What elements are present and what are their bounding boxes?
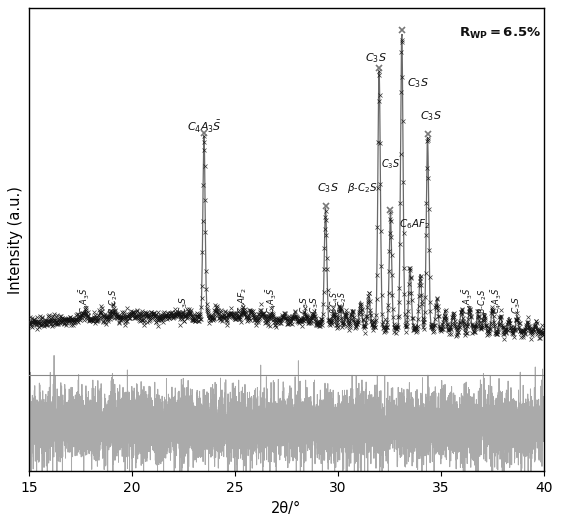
Text: $C_4A_3\bar{S}$: $C_4A_3\bar{S}$ — [187, 118, 221, 135]
Text: $C_4A_3\bar{S}$: $C_4A_3\bar{S}$ — [265, 287, 279, 313]
Text: $\beta$-$C_2S$: $\beta$-$C_2S$ — [476, 289, 489, 313]
Text: $\mathbf{R_{WP}=6.5\%}$: $\mathbf{R_{WP}=6.5\%}$ — [459, 26, 541, 41]
X-axis label: 2θ/°: 2θ/° — [272, 500, 301, 516]
Text: $C_4A_3\bar{S}$: $C_4A_3\bar{S}$ — [77, 287, 91, 313]
Y-axis label: Intensity (a.u.): Intensity (a.u.) — [8, 186, 24, 294]
Text: $C_3S$: $C_3S$ — [420, 109, 442, 123]
Text: $C_4A_3\bar{S}$: $C_4A_3\bar{S}$ — [489, 287, 504, 313]
Text: $C_3S$: $C_3S$ — [511, 296, 523, 313]
Text: $C_3S$: $C_3S$ — [381, 157, 400, 171]
Text: $C_4A_3\bar{S}$: $C_4A_3\bar{S}$ — [461, 287, 475, 313]
Text: $\beta$-$C_2S$: $\beta$-$C_2S$ — [347, 181, 378, 195]
Text: $C_6AF_2$: $C_6AF_2$ — [399, 217, 430, 231]
Text: $C_3S$: $C_3S$ — [309, 296, 321, 313]
Text: $C_6AF_2$: $C_6AF_2$ — [237, 286, 250, 313]
Text: $C_3S$: $C_3S$ — [407, 76, 429, 90]
Text: $\beta$-$C_2S$: $\beta$-$C_2S$ — [107, 289, 120, 313]
Text: $C_3S$: $C_3S$ — [317, 181, 338, 195]
Text: $C_3S$: $C_3S$ — [365, 52, 387, 66]
Text: $C_3S$: $C_3S$ — [298, 296, 311, 313]
Text: $\beta$-$C_4S$: $\beta$-$C_4S$ — [328, 290, 341, 313]
Text: $C_3S$: $C_3S$ — [177, 296, 190, 313]
Text: $\beta$-$C_2S$: $\beta$-$C_2S$ — [335, 290, 348, 313]
